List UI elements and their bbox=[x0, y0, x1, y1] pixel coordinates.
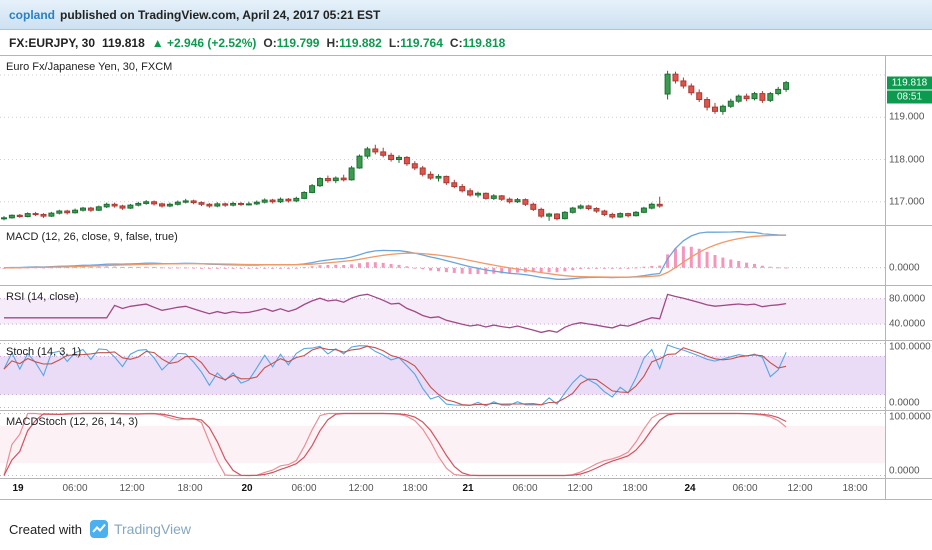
macdstoch-panel[interactable]: MACDStoch (12, 26, 14, 3) 100.0000 0.0000 bbox=[0, 410, 932, 478]
stoch-axis-label: 0.0000 bbox=[889, 397, 920, 409]
time-axis[interactable]: 19 06:00 12:00 18:00 20 06:00 12:00 18:00 21 06:0… bbox=[0, 478, 932, 500]
rsi-panel-title: RSI (14, close) bbox=[6, 291, 79, 303]
bar-countdown-badge: 08:51 bbox=[887, 90, 932, 104]
open-value: O:119.799 bbox=[263, 36, 320, 50]
macdstoch-plot[interactable] bbox=[0, 411, 885, 478]
price-panel[interactable]: Euro Fx/Japanese Yen, 30, FXCM 119.000 11… bbox=[0, 55, 932, 225]
time-label: 06:00 bbox=[732, 483, 758, 494]
change-value: +2.946 (+2.52%) bbox=[167, 36, 257, 50]
symbol-info-bar: FX:EURJPY, 30 119.818 ▲ +2.946 (+2.52%) … bbox=[0, 31, 932, 55]
price-axis-label: 119.000 bbox=[889, 111, 925, 123]
price-plot[interactable] bbox=[0, 56, 885, 225]
time-label: 06:00 bbox=[62, 483, 88, 494]
macd-panel[interactable]: MACD (12, 26, close, 9, false, true) 0.0… bbox=[0, 225, 932, 285]
macdstoch-axis-label: 0.0000 bbox=[889, 465, 920, 477]
stoch-axis[interactable]: 100.0000 0.0000 bbox=[885, 341, 932, 410]
time-label: 12:00 bbox=[787, 483, 813, 494]
created-with-text: Created with bbox=[9, 521, 82, 537]
macd-axis[interactable]: 0.0000 bbox=[885, 226, 932, 285]
time-label: 12:00 bbox=[119, 483, 145, 494]
price-axis-label: 117.000 bbox=[889, 196, 925, 208]
time-label: 21 bbox=[462, 483, 474, 494]
macd-plot[interactable] bbox=[0, 226, 885, 285]
time-label: 06:00 bbox=[291, 483, 317, 494]
macd-panel-title: MACD (12, 26, close, 9, false, true) bbox=[6, 231, 178, 243]
tradingview-logo-icon[interactable] bbox=[89, 520, 108, 538]
rsi-axis-label: 80.0000 bbox=[889, 293, 926, 305]
time-label: 19 bbox=[12, 483, 24, 494]
macdstoch-axis[interactable]: 100.0000 0.0000 bbox=[885, 411, 932, 478]
symbol-name[interactable]: FX:EURJPY, 30 bbox=[9, 36, 96, 50]
price-axis[interactable]: 119.000 118.000 117.000 119.818 08:51 bbox=[885, 56, 932, 225]
time-label: 20 bbox=[241, 483, 253, 494]
price-axis-label: 118.000 bbox=[889, 154, 925, 166]
high-value: H:119.882 bbox=[326, 36, 382, 50]
low-value: L:119.764 bbox=[388, 36, 443, 50]
up-arrow-icon: ▲ bbox=[151, 36, 164, 50]
macdstoch-axis-label: 100.0000 bbox=[889, 411, 931, 423]
last-price-badge: 119.818 bbox=[887, 76, 932, 90]
price-change: ▲ +2.946 (+2.52%) bbox=[152, 36, 257, 50]
close-value: C:119.818 bbox=[449, 36, 506, 50]
macd-axis-label: 0.0000 bbox=[889, 262, 920, 274]
time-label: 24 bbox=[684, 483, 696, 494]
macdstoch-panel-title: MACDStoch (12, 26, 14, 3) bbox=[6, 416, 139, 428]
rsi-axis[interactable]: 80.0000 40.0000 bbox=[885, 286, 932, 340]
time-label: 18:00 bbox=[177, 483, 203, 494]
rsi-plot[interactable] bbox=[0, 286, 885, 340]
footer: Created with TradingView bbox=[9, 514, 191, 544]
time-label: 18:00 bbox=[402, 483, 428, 494]
stoch-panel-title: Stoch (14, 3, 1) bbox=[6, 346, 82, 358]
tradingview-brand-link[interactable]: TradingView bbox=[113, 521, 192, 537]
rsi-panel[interactable]: RSI (14, close) 80.0000 40.0000 bbox=[0, 285, 932, 340]
stoch-axis-label: 100.0000 bbox=[889, 341, 931, 353]
time-label: 06:00 bbox=[512, 483, 538, 494]
time-label: 18:00 bbox=[842, 483, 868, 494]
stoch-panel[interactable]: Stoch (14, 3, 1) 100.0000 0.0000 bbox=[0, 340, 932, 410]
stoch-plot[interactable] bbox=[0, 341, 885, 410]
rsi-axis-label: 40.0000 bbox=[889, 318, 926, 330]
publish-bar: copland published on TradingView.com, Ap… bbox=[0, 0, 932, 30]
time-label: 18:00 bbox=[622, 483, 648, 494]
published-text: published on TradingView.com, April 24, … bbox=[60, 7, 381, 22]
author-link[interactable]: copland bbox=[9, 7, 56, 22]
price-panel-title: Euro Fx/Japanese Yen, 30, FXCM bbox=[6, 61, 173, 73]
chart-area: Euro Fx/Japanese Yen, 30, FXCM 119.000 11… bbox=[0, 55, 932, 500]
time-label: 12:00 bbox=[567, 483, 593, 494]
time-label: 12:00 bbox=[348, 483, 374, 494]
last-price: 119.818 bbox=[102, 36, 145, 50]
